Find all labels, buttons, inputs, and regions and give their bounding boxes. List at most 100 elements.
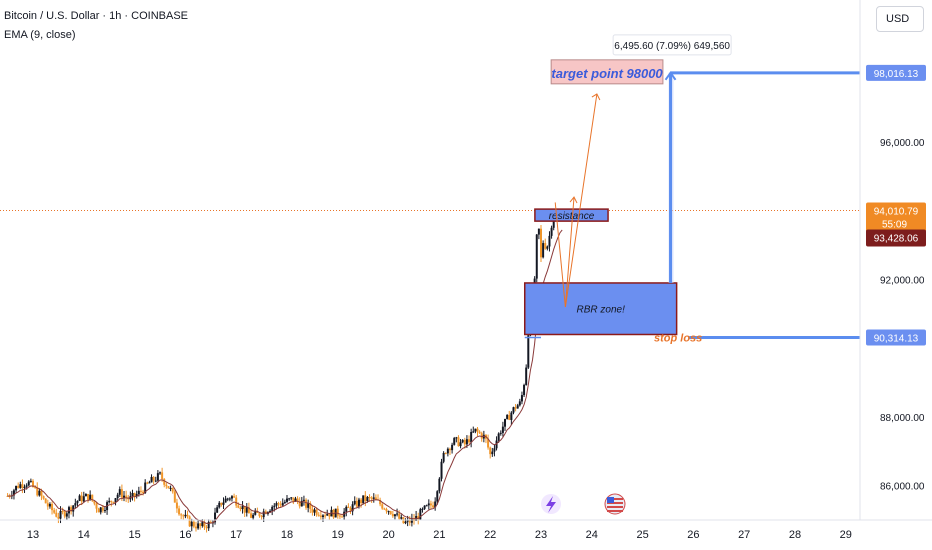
candle-body	[419, 509, 422, 520]
annotations-layer[interactable]: RBR zone! resistance stop loss 6,495.60 (7.…	[0, 34, 860, 515]
projection-zigzag	[554, 197, 575, 308]
rbr-zone-box[interactable]	[523, 282, 678, 336]
candle-body	[97, 508, 100, 513]
candle-body	[446, 448, 449, 454]
candle-body	[239, 507, 242, 510]
candle-body	[393, 514, 396, 517]
candle-body	[216, 507, 219, 513]
candle-body	[137, 490, 140, 495]
candle-body	[406, 519, 409, 522]
candle-body	[451, 444, 454, 451]
candle-body	[131, 493, 134, 497]
currency-button[interactable]: USD	[876, 6, 924, 32]
candle-body	[36, 487, 39, 496]
candle-body	[296, 498, 299, 502]
measure-tooltip	[612, 34, 732, 56]
candle-body	[341, 516, 344, 518]
candle-body	[489, 447, 492, 455]
candle-body	[292, 497, 295, 502]
candle-body	[262, 511, 265, 518]
candle-body	[254, 511, 257, 515]
price-axis[interactable]: 86,000.0088,000.0092,000.0094,000.0096,0…	[880, 138, 925, 493]
candle-body	[110, 500, 113, 502]
candle-body	[436, 491, 439, 502]
candle-body	[434, 501, 437, 508]
candle-body	[345, 506, 348, 512]
candle-body	[169, 487, 172, 489]
candle-body	[527, 335, 530, 368]
candle-body	[497, 433, 500, 441]
symbol-title[interactable]: Bitcoin / U.S. Dollar · 1h · COINBASE	[4, 10, 188, 22]
candle-body	[444, 452, 447, 454]
resistance-box[interactable]	[534, 208, 609, 222]
candle-body	[247, 507, 250, 514]
candle-body	[311, 509, 314, 513]
candle-body	[103, 510, 106, 512]
candle-body	[470, 431, 473, 443]
candle-body	[21, 484, 24, 489]
candle-body	[55, 512, 58, 517]
candle-body	[328, 514, 331, 517]
candle-body	[108, 500, 111, 503]
candle-body	[277, 503, 280, 505]
candle-body	[480, 433, 483, 439]
time-axis[interactable]: 13 14 15 16 17 18 19 20 21 22 23 24 25 26 27 28 29	[27, 529, 852, 541]
candle-body	[302, 499, 305, 501]
candle-body	[542, 243, 545, 258]
candle-body	[546, 246, 549, 249]
target-point-label: target point 98000	[551, 66, 663, 81]
price-tick-label: 96,000.00	[880, 138, 925, 149]
candle-body	[391, 514, 394, 517]
chart-pane[interactable]	[0, 0, 860, 520]
candle-body	[269, 510, 272, 513]
candle-body	[516, 405, 519, 409]
time-tick-label: 16	[179, 529, 191, 541]
candle-body	[468, 439, 471, 443]
time-tick-label: 23	[535, 529, 547, 541]
measure-tooltip-text: 6,495.60 (7.09%) 649,560	[614, 41, 730, 52]
candle-body	[184, 514, 187, 517]
candle-body	[146, 482, 149, 484]
time-tick-label: 28	[789, 529, 801, 541]
candle-body	[404, 521, 407, 524]
stop-loss-label: stop loss	[654, 332, 702, 344]
candle-body	[472, 431, 475, 433]
time-tick-label: 17	[230, 529, 242, 541]
stop-price-tag	[866, 329, 926, 346]
candle-body	[186, 514, 189, 517]
candle-body	[101, 507, 104, 511]
lightning-event-icon[interactable]	[541, 494, 561, 514]
candle-body	[167, 486, 170, 489]
candle-body	[396, 513, 399, 515]
target-point-box[interactable]	[550, 59, 664, 85]
candle-body	[139, 490, 142, 492]
candle-body	[44, 498, 47, 504]
candle-body	[338, 515, 341, 517]
candle-body	[250, 513, 253, 518]
candle-body	[440, 461, 443, 479]
candle-body	[288, 498, 291, 500]
countdown-text: 55:09	[882, 219, 907, 230]
candle-body	[347, 506, 350, 508]
candle-body	[324, 515, 327, 517]
candle-body	[190, 521, 193, 527]
candle-body	[199, 523, 202, 526]
us-flag-event-icon[interactable]	[604, 493, 626, 515]
candle-body	[228, 498, 231, 500]
candle-body	[48, 503, 51, 507]
target-price-tag	[866, 64, 926, 81]
time-tick-label: 19	[332, 529, 344, 541]
candle-body	[59, 510, 62, 519]
candle-body	[112, 501, 115, 503]
candle-body	[506, 414, 509, 419]
candle-body	[279, 504, 282, 506]
candle-body	[15, 485, 18, 491]
candle-body	[461, 439, 464, 443]
candle-body	[448, 448, 451, 451]
candle-body	[63, 511, 66, 517]
ema-line	[7, 229, 563, 525]
indicator-label[interactable]: EMA (9, close)	[4, 29, 76, 41]
candle-body	[80, 495, 83, 502]
candle-body	[294, 498, 297, 502]
